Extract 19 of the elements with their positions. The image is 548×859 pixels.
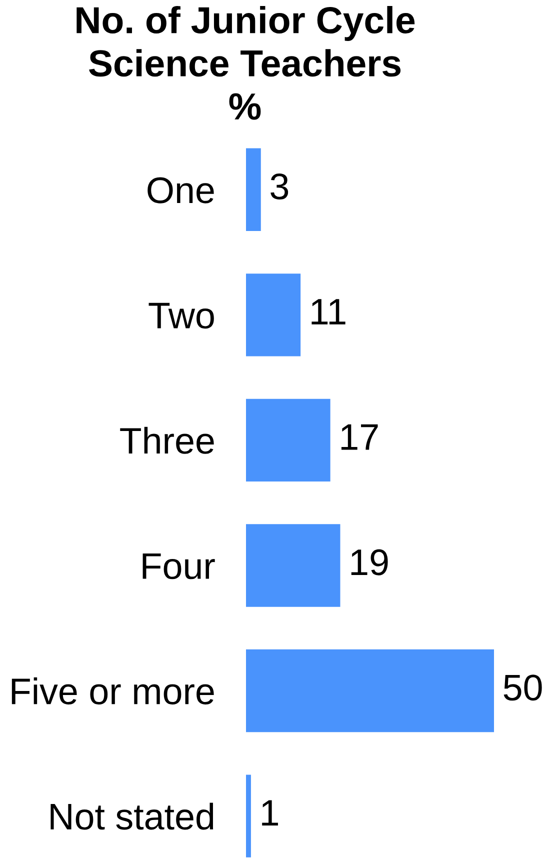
- bar: [246, 774, 251, 858]
- y-tick-label: Two: [148, 302, 214, 329]
- data-label: 50: [504, 674, 542, 701]
- data-label: 17: [341, 424, 378, 450]
- data-label: 11: [312, 299, 346, 324]
- bar: [246, 148, 261, 231]
- data-label: 3: [270, 173, 288, 200]
- bar: [246, 274, 301, 356]
- y-tick-label: Three: [120, 426, 214, 454]
- data-label: 1: [262, 800, 278, 826]
- bar: [246, 649, 494, 732]
- chart-title: No. of Junior Cycle Science Teachers %: [76, 6, 415, 120]
- bar: [246, 524, 340, 607]
- bar: [246, 398, 330, 482]
- y-tick-label: One: [148, 177, 214, 204]
- data-label: 19: [351, 549, 388, 576]
- y-tick-label: Not stated: [50, 802, 214, 830]
- y-tick-label: Four: [142, 553, 215, 580]
- y-tick-label: Five or more: [12, 677, 214, 704]
